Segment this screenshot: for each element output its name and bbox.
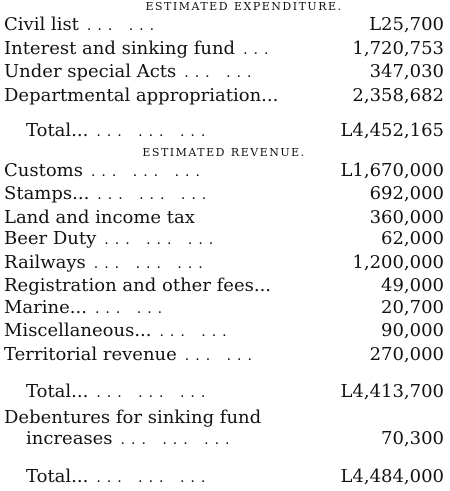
- leader-dots: ... ... ...: [104, 232, 220, 248]
- row-label: Under special Acts: [4, 61, 177, 82]
- row-value: 360,000: [369, 206, 444, 228]
- expenditure-row: Interest and sinking fund ... 1,720,753: [4, 38, 444, 62]
- debentures-value: 70,300: [381, 428, 444, 449]
- row-label: Railways: [4, 251, 86, 273]
- row-value: 49,000: [381, 275, 444, 296]
- total-value: L4,413,700: [340, 381, 444, 402]
- leader-dots: ... ... ...: [93, 255, 209, 272]
- revenue-row: Customs ... ... ... L1,670,000: [4, 160, 444, 184]
- revenue-row: Miscellaneous... ... ... 90,000: [4, 320, 444, 344]
- leader-dots: ... ... ...: [96, 124, 212, 140]
- row-value: 692,000: [369, 183, 444, 204]
- expenditure-heading: ESTIMATED EXPENDITURE.: [145, 0, 343, 13]
- row-value: 1,720,753: [352, 37, 444, 59]
- total-label: Total...: [26, 381, 89, 402]
- leader-dots: ... ... ...: [90, 163, 206, 180]
- revenue-row: Marine... ... ... 20,700: [4, 297, 444, 321]
- leader-dots: ... ...: [159, 324, 233, 340]
- revenue-row: Railways ... ... ... 1,200,000: [4, 252, 444, 276]
- debentures-row-line1: Debentures for sinking fund: [4, 407, 444, 429]
- row-value: 20,700: [381, 296, 444, 318]
- row-value: 1,200,000: [352, 251, 444, 273]
- leader-dots: ... ... ...: [120, 432, 236, 448]
- row-value: L1,670,000: [340, 159, 444, 181]
- leader-dots: ... ...: [184, 65, 258, 81]
- leader-dots: ...: [243, 41, 275, 58]
- revenue-row: Territorial revenue ... ... 270,000: [4, 344, 444, 368]
- revenue-row: Beer Duty ... ... ... 62,000: [4, 228, 444, 252]
- expenditure-row: Civil list ... ... L25,700: [4, 14, 444, 38]
- row-value: L25,700: [369, 14, 444, 35]
- revenue-total-row: Total... ... ... ... L4,413,700: [4, 381, 444, 405]
- leader-dots: ... ...: [94, 300, 169, 317]
- debentures-row-line2: increases ... ... ... 70,300: [4, 428, 444, 452]
- row-label: Customs: [4, 159, 83, 181]
- revenue-heading: ESTIMATED REVENUE.: [142, 145, 306, 159]
- row-label: Miscellaneous...: [4, 320, 152, 341]
- leader-dots: ... ...: [184, 347, 258, 364]
- row-value: 62,000: [381, 228, 444, 249]
- expenditure-row: Under special Acts ... ... 347,030: [4, 61, 444, 85]
- leader-dots: ... ... ...: [96, 469, 212, 486]
- row-label: Beer Duty: [4, 228, 97, 249]
- grand-total-label: Total...: [26, 465, 89, 487]
- row-label: Marine...: [4, 296, 87, 318]
- expenditure-row: Departmental appropriation... 2,358,682: [4, 85, 444, 107]
- debentures-label: Debentures for sinking fund: [4, 406, 262, 428]
- total-label: Total...: [26, 120, 89, 141]
- grand-total-value: L4,484,000: [340, 465, 444, 487]
- row-label: Territorial revenue: [4, 343, 177, 365]
- expenditure-total-row: Total... ... ... ... L4,452,165: [4, 120, 444, 144]
- row-label: Civil list: [4, 14, 79, 35]
- revenue-row: Registration and other fees... 49,000: [4, 275, 444, 297]
- leader-dots: ... ... ...: [96, 385, 212, 401]
- row-value: 2,358,682: [352, 84, 444, 106]
- row-label: Registration and other fees...: [4, 275, 272, 296]
- row-value: 90,000: [381, 320, 444, 341]
- row-value: 347,030: [369, 61, 444, 82]
- debentures-label-cont: increases: [26, 428, 113, 449]
- total-value: L4,452,165: [340, 120, 444, 141]
- row-label: Departmental appropriation...: [4, 84, 279, 106]
- row-value: 270,000: [369, 343, 444, 365]
- leader-dots: ... ... ...: [97, 187, 213, 203]
- grand-total-row: Total... ... ... ... L4,484,000: [4, 466, 444, 490]
- revenue-row: Land and income tax 360,000: [4, 207, 444, 229]
- row-label: Land and income tax: [4, 206, 195, 228]
- leader-dots: ... ...: [86, 18, 161, 34]
- row-label: Interest and sinking fund: [4, 37, 236, 59]
- revenue-row: Stamps... ... ... ... 692,000: [4, 183, 444, 207]
- row-label: Stamps...: [4, 183, 90, 204]
